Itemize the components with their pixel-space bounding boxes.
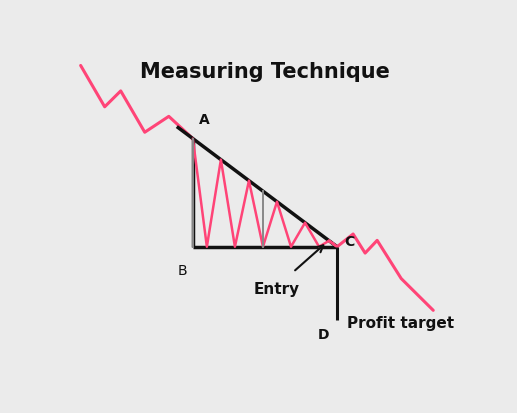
Text: Profit target: Profit target: [347, 316, 454, 330]
Text: Entry: Entry: [254, 282, 300, 297]
Text: C: C: [344, 235, 355, 249]
Text: A: A: [199, 114, 209, 128]
Text: D: D: [317, 328, 329, 342]
Text: Measuring Technique: Measuring Technique: [140, 62, 390, 82]
Text: B: B: [178, 264, 188, 278]
